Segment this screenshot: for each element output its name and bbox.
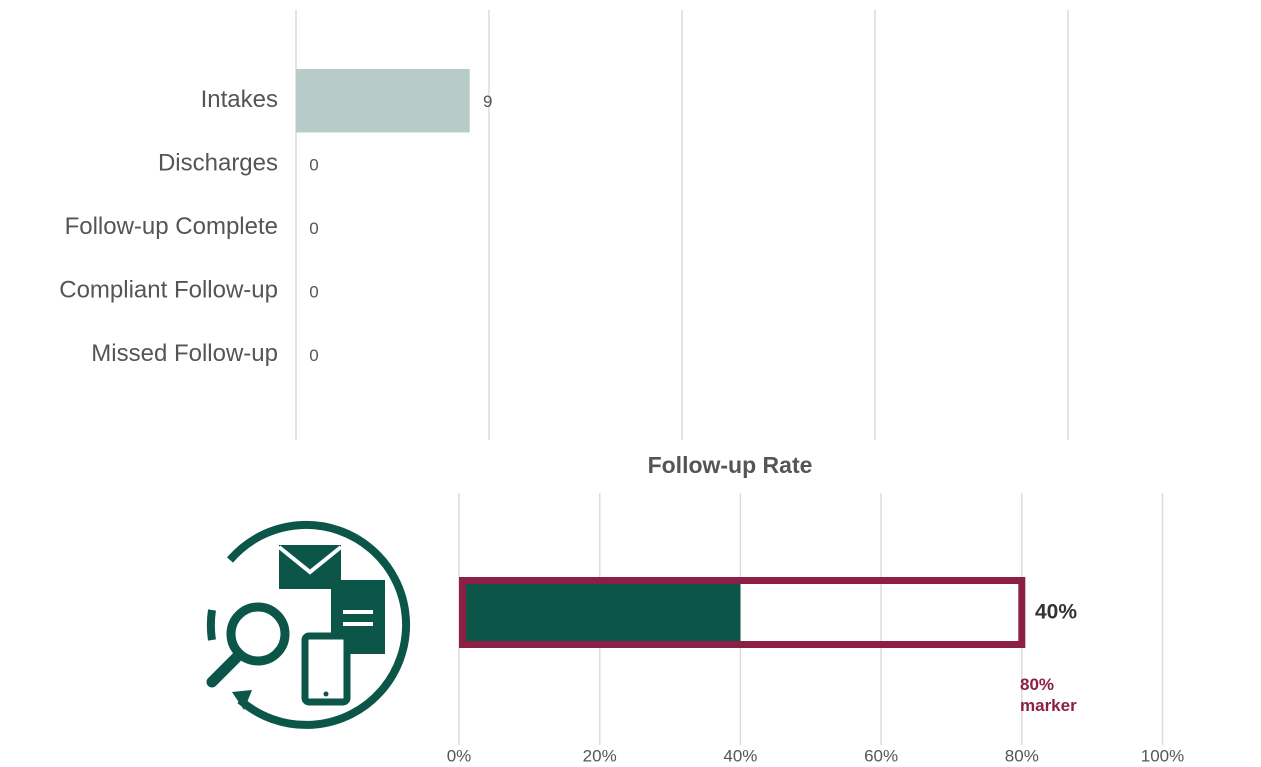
x-tick-label: 20% — [583, 746, 617, 765]
category-label: Compliant Follow-up — [59, 277, 278, 304]
bar — [296, 69, 470, 133]
x-tick-label: 100% — [1141, 746, 1184, 765]
category-label: Follow-up Complete — [65, 213, 278, 240]
chart-title: Follow-up Rate — [648, 452, 813, 478]
value-label: 0 — [309, 219, 318, 238]
x-tick-label: 60% — [864, 746, 898, 765]
value-label: 9 — [483, 92, 492, 111]
value-label: 0 — [309, 283, 318, 302]
x-tick-label: 0% — [447, 746, 472, 765]
category-label: Intakes — [201, 86, 278, 113]
x-tick-label: 40% — [723, 746, 757, 765]
x-tick-label: 80% — [1005, 746, 1039, 765]
value-label: 40% — [1035, 601, 1077, 624]
bar — [459, 584, 741, 641]
target-label: 80% marker — [1020, 675, 1077, 715]
category-label: Discharges — [158, 150, 278, 177]
category-label: Missed Follow-up — [91, 340, 278, 367]
follow-up-icon — [206, 520, 411, 729]
value-label: 0 — [309, 156, 318, 175]
target-box — [459, 577, 1026, 648]
value-label: 0 — [309, 346, 318, 365]
